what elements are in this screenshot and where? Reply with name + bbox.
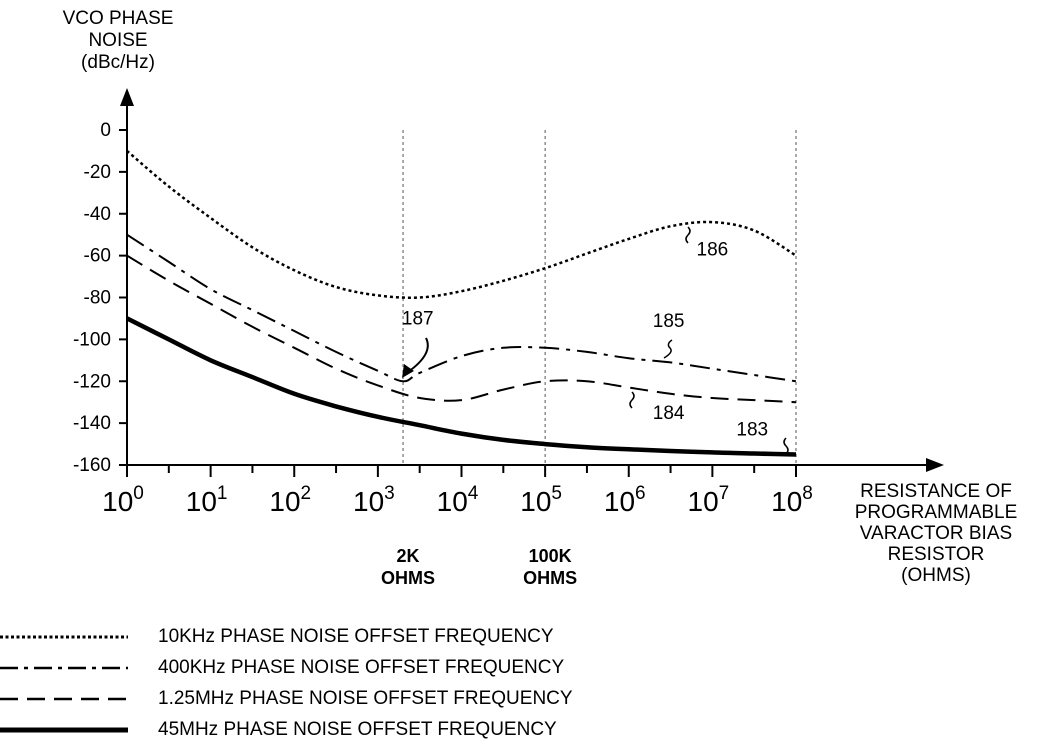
y-axis-arrow (120, 88, 134, 106)
y-tick-label: -80 (84, 288, 111, 309)
legend-item-1-25mhz: 1.25MHz PHASE NOISE OFFSET FREQUENCY (0, 684, 1046, 712)
legend-label: 10KHz PHASE NOISE OFFSET FREQUENCY (158, 626, 554, 647)
reference-number: 185 (653, 311, 685, 332)
legend-label: 1.25MHz PHASE NOISE OFFSET FREQUENCY (158, 688, 573, 709)
x-tick-label: 100 (102, 483, 144, 517)
y-tick-label: -100 (73, 329, 111, 350)
phase-noise-chart: 0 -20 -40 -60 -80 -100 -120 -140 -160 100 101 102 10… (73, 88, 944, 588)
legend-swatch-solid (0, 727, 128, 733)
leader-line (783, 437, 789, 455)
legend-swatch-dashed (0, 697, 128, 701)
leader-line (685, 226, 691, 244)
leader-line (663, 339, 673, 359)
legend-label: 400KHz PHASE NOISE OFFSET FREQUENCY (158, 657, 565, 678)
y-tick-label: -60 (84, 246, 111, 267)
y-tick-label: -40 (84, 204, 111, 225)
x-tick-label: 107 (688, 483, 730, 517)
reference-label: 100K (529, 546, 572, 566)
x-tick-label: 105 (520, 483, 562, 517)
reference-number: 186 (697, 240, 729, 261)
x-axis-title-line: RESISTANCE OF (860, 481, 1012, 502)
series-line-dashed (126, 254, 797, 404)
y-tick-label: -160 (73, 455, 111, 476)
series-line-dotted (126, 149, 797, 299)
x-tick-label: 101 (186, 483, 228, 517)
legend: 10KHz PHASE NOISE OFFSET FREQUENCY 400KH… (0, 622, 1046, 744)
y-axis-title-line: (dBc/Hz) (81, 52, 155, 73)
legend-item-45mhz: 45MHz PHASE NOISE OFFSET FREQUENCY (0, 715, 1046, 743)
legend-label: 45MHz PHASE NOISE OFFSET FREQUENCY (158, 719, 557, 740)
x-axis-arrow (926, 458, 944, 472)
x-tick-label: 103 (353, 483, 395, 517)
legend-item-10khz: 10KHz PHASE NOISE OFFSET FREQUENCY (0, 622, 1046, 650)
y-tick-label: 0 (100, 120, 111, 141)
reference-label: OHMS (381, 568, 435, 588)
y-axis-title-line: NOISE (88, 30, 148, 51)
y-tick-label: -20 (84, 162, 111, 183)
x-tick-label: 108 (771, 483, 813, 517)
y-tick-label: -140 (73, 413, 111, 434)
x-axis-title-line: PROGRAMMABLE (854, 502, 1018, 523)
x-axis-title-line: (OHMS) (901, 565, 971, 586)
x-tick-label: 106 (604, 483, 646, 517)
series-line-dash-dot (126, 233, 797, 383)
y-tick-label: -120 (73, 371, 111, 392)
leader-arrow-line (407, 337, 429, 373)
legend-swatch-dotted (0, 635, 128, 639)
y-axis-title-line: VCO PHASE (62, 8, 174, 29)
x-axis-title: RESISTANCE OF PROGRAMMABLE VARACTOR BIAS… (836, 481, 1036, 586)
series-line-solid (125, 316, 797, 457)
legend-swatch-dash-dot (0, 666, 128, 670)
x-tick-label: 102 (269, 483, 311, 517)
x-axis-title-line: VARACTOR BIAS (859, 523, 1013, 544)
y-axis-title: VCO PHASE NOISE (dBc/Hz) (18, 8, 218, 74)
legend-item-400khz: 400KHz PHASE NOISE OFFSET FREQUENCY (0, 653, 1046, 681)
leader-line (629, 391, 635, 409)
reference-number: 183 (736, 420, 768, 441)
reference-number: 184 (653, 403, 685, 424)
x-axis-title-line: RESISTOR (887, 544, 985, 565)
leader-arrowhead (402, 364, 414, 378)
x-tick-label: 104 (437, 483, 479, 517)
reference-number: 187 (402, 309, 434, 330)
reference-label: 2K (397, 546, 420, 566)
reference-label: OHMS (523, 568, 577, 588)
